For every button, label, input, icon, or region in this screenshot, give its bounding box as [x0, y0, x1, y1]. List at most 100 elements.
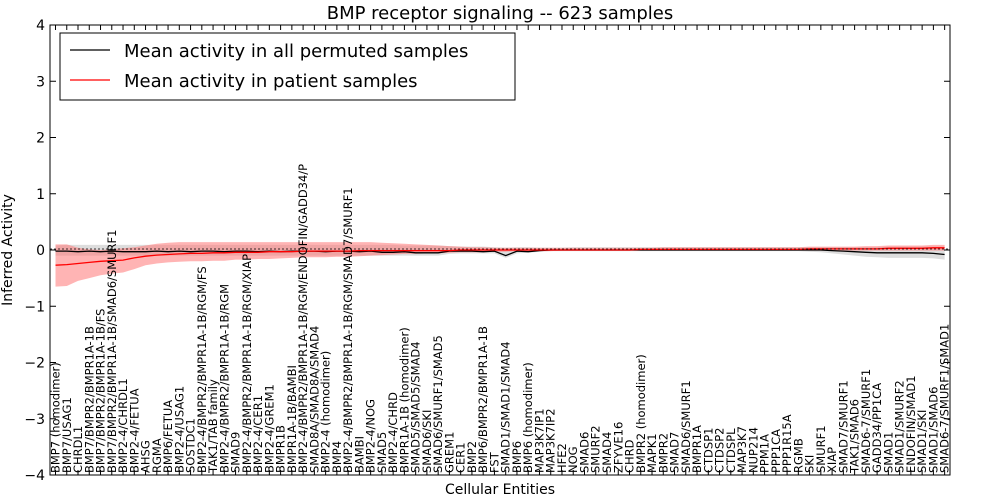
x-tick-label: BMP2-4/NOG	[364, 399, 378, 473]
x-tick-label: BMP6/BMPR2/BMPR1A-1B	[476, 326, 490, 473]
legend-permuted-label: Mean activity in all permuted samples	[124, 41, 468, 62]
x-tick-label: SOSTDC1	[184, 418, 198, 473]
y-axis-label: Inferred Activity	[0, 194, 16, 306]
x-tick-label: BMP2-4/FETUA	[127, 388, 141, 473]
x-tick-label: BAMBI	[352, 436, 366, 473]
x-tick-label: BMPR1B	[274, 425, 288, 473]
x-tick-label: BMP2	[465, 441, 479, 473]
x-tick-label: BMP2-4/BMPR2/BMPR1A-1B/RGM	[217, 284, 231, 473]
x-tick-label: NUP214	[746, 427, 760, 473]
x-tick-label: SMAD8A/SMAD8A/SMAD4	[307, 326, 321, 473]
y-tick-label: 1	[36, 187, 45, 203]
x-tick-label: BMPR1A	[690, 425, 704, 473]
x-tick-label: BMP2-4/CER1	[251, 395, 265, 473]
x-tick-label: SMAD6/SMURF1/SMAD5	[431, 335, 445, 473]
x-tick-label: CTDSP1	[701, 428, 715, 473]
confidence-bands	[55, 242, 945, 287]
x-axis-label: Cellular Entities	[445, 482, 555, 498]
x-tick-label: BMP2-4/CHRDL1	[116, 378, 130, 473]
x-tick-label: BMP2-4/USAG1	[172, 386, 186, 473]
x-tick-label: BMP7/BMPR2/BMPR1A-1B	[82, 326, 96, 473]
y-tick-label: 2	[36, 131, 45, 147]
y-tick-label: 4	[36, 18, 45, 34]
x-tick-label: HFE2	[555, 443, 569, 473]
x-tick-label: BMP7/BMPR2/BMPR1A-1B/FS	[94, 309, 108, 473]
x-tick-label: BMP6 (homodimer)	[521, 362, 535, 473]
x-tick-label: SMAD6-7/SMURF1/SMAD1	[938, 324, 952, 473]
x-tick-label: SMAD6-7/SMURF1	[859, 369, 873, 473]
legend: Mean activity in all permuted samples Me…	[59, 32, 516, 101]
series-lines	[55, 247, 945, 266]
x-tick-label: SMAD7/SMURF1	[836, 380, 850, 473]
x-tick-label: MAP3K7IP2	[544, 408, 558, 473]
x-tick-label: SMAD5	[375, 432, 389, 473]
x-tick-label: SMURF1	[814, 425, 828, 473]
x-tick-label: NOG	[566, 446, 580, 473]
y-axis-ticks: −4 −3 −2 −1 0 1 2 3 4	[24, 18, 950, 484]
x-tick-label: SKI	[803, 455, 817, 473]
x-tick-label: SMAD1/SMAD1/SMAD4	[499, 341, 513, 473]
x-tick-label: BMP2-4/CHRD	[386, 392, 400, 473]
x-tick-label: RGMA	[150, 438, 164, 473]
y-tick-label: 0	[36, 243, 45, 259]
chart-title: BMP receptor signaling -- 623 samples	[327, 3, 674, 24]
y-tick-label: −3	[24, 412, 45, 428]
x-tick-label: SMAD4	[600, 432, 614, 473]
x-tick-label: SMAD6/SMURF1	[679, 380, 693, 473]
x-tick-label: ENDOFIN/SMAD1	[904, 375, 918, 473]
x-tick-label: BMP6	[510, 441, 524, 473]
x-tick-label: BMP7/USAG1	[60, 397, 74, 473]
x-tick-label: ZFYVE16	[611, 422, 625, 473]
x-tick-label: GREM1	[442, 432, 456, 473]
x-tick-label: CER1	[454, 442, 468, 473]
x-tick-label: AHSG	[139, 440, 153, 473]
x-tick-label: PPM1A	[758, 434, 772, 473]
y-tick-label: −4	[24, 468, 45, 484]
x-tick-label: CHRD	[623, 439, 637, 473]
x-tick-label: SMAD5/SMAD5/SMAD4	[409, 341, 423, 473]
series-line-patient	[55, 247, 945, 266]
x-tick-label: CTDSPL	[724, 428, 738, 473]
x-tick-label: BMP7/BMPR2/BMPR1A-1B/SMAD6/SMURF1	[105, 230, 119, 473]
x-tick-label: TAK1/TAB family	[206, 379, 220, 474]
x-tick-label: SMAD1/SKI	[915, 410, 929, 473]
x-tick-label: BMPR1A-1B/BAMBI	[285, 365, 299, 473]
x-tick-label: GADD34/PP1CA	[870, 383, 884, 473]
x-tick-label: SMAD6	[578, 432, 592, 473]
x-tick-label: BMP2-4/GREM1	[262, 384, 276, 473]
x-tick-label: SMAD6/SKI	[420, 410, 434, 473]
x-tick-label: PPP1R15A	[780, 414, 794, 473]
x-tick-label: BMP4	[330, 441, 344, 473]
x-tick-label: BMP6/FETUA	[161, 400, 175, 473]
x-tick-label: BMPR2 (homodimer)	[634, 354, 648, 473]
x-tick-label: SMAD1/SMAD6	[926, 387, 940, 473]
band-patient-spread	[55, 242, 945, 287]
x-tick-label: BMP2-4 (homodimer)	[319, 351, 333, 473]
x-tick-label: FST	[487, 451, 501, 473]
x-tick-label: SMAD7	[668, 432, 682, 473]
x-tick-label: BMPR2	[656, 433, 670, 473]
x-tick-label: BMP2-4/BMPR2/BMPR1A-1B/RGM/XIAP	[240, 254, 254, 473]
y-tick-label: 3	[36, 74, 45, 90]
x-tick-label: BMP2-4/BMPR2/BMPR1A-1B/RGM/ENDOFIN/GADD3…	[296, 164, 310, 473]
x-tick-label: RGMB	[791, 438, 805, 473]
legend-patient-label: Mean activity in patient samples	[124, 71, 418, 92]
x-tick-label: TAK1/SMAD6	[848, 399, 862, 474]
x-tick-label: BMP2-4/BMPR2/BMPR1A-1B/RGM/FS	[195, 266, 209, 473]
x-tick-label: PPP1CA	[769, 429, 783, 473]
x-tick-label: BMPR1A-1B (homodimer)	[397, 327, 411, 473]
x-tick-label: CTDSP2	[713, 428, 727, 473]
y-tick-label: −1	[24, 299, 45, 315]
x-tick-label: BMP2-4/BMPR2/BMPR1A-1B/RGM/SMAD7/SMURF1	[341, 187, 355, 473]
x-tick-labels: BMP7 (homodimer)BMP7/USAG1CHRDL1BMP7/BMP…	[49, 164, 952, 474]
y-tick-label: −2	[24, 356, 45, 372]
x-tick-label: MAPK1	[645, 433, 659, 473]
x-tick-label: BMP7 (homodimer)	[49, 362, 63, 473]
x-tick-label: SMAD1	[881, 432, 895, 473]
x-tick-label: CHRDL1	[71, 426, 85, 473]
x-tick-label: SMAD9	[229, 432, 243, 473]
x-tick-label: SMAD1/SMURF2	[893, 380, 907, 473]
x-axis-ticks	[55, 25, 946, 475]
x-tick-label: MAP3K7IP1	[533, 408, 547, 473]
